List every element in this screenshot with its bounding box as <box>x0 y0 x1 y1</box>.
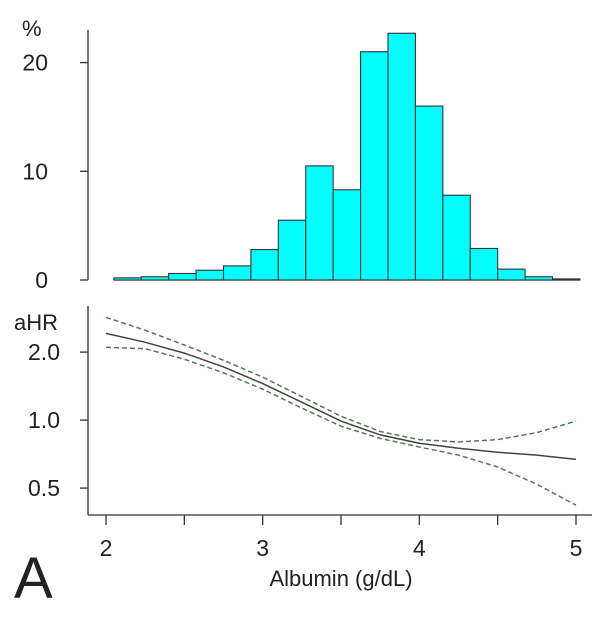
histogram-bar <box>387 32 416 281</box>
hr-confidence-bound-line <box>105 316 577 443</box>
hr-confidence-bound-line <box>105 346 577 506</box>
hr-y-tick-label: 0.5 <box>28 475 60 501</box>
hr-y-axis-label: aHR <box>14 310 58 335</box>
histogram-panel: 0 10 20% <box>22 16 581 293</box>
histogram-bar <box>305 165 334 281</box>
histogram-bar <box>497 268 526 281</box>
adjusted-hazard-ratio-panel: 0.5 1.0 2.0 aHR 2 3 4 5 Albumin (g/dL) <box>14 306 592 591</box>
panel-label: A <box>14 546 53 611</box>
histogram-bar <box>195 269 225 281</box>
histogram-bar <box>469 247 499 281</box>
hr-x-axis-label: Albumin (g/dL) <box>269 566 412 591</box>
histogram-bar <box>442 194 471 281</box>
histogram-bar <box>140 276 170 281</box>
hr-x-tick-label: 5 <box>570 535 583 561</box>
histogram-bar <box>168 272 197 281</box>
hr-estimate-line <box>105 332 577 461</box>
histogram-bar <box>360 51 389 281</box>
hr-y-tick-label: 2.0 <box>28 339 60 365</box>
hr-x-tick-label: 3 <box>256 535 269 561</box>
histogram-bar <box>551 278 581 281</box>
hr-x-tick-label: 2 <box>100 535 113 561</box>
histogram-bar <box>277 219 307 281</box>
hr-x-tick-label: 4 <box>413 535 426 561</box>
histogram-bar <box>524 276 554 281</box>
histogram-y-axis-label: % <box>22 16 42 41</box>
histogram-y-tick-label: 10 <box>22 158 48 184</box>
histogram-bar <box>222 265 252 281</box>
histogram-bar <box>332 189 362 281</box>
histogram-bar <box>113 277 142 281</box>
histogram-y-tick-label: 0 <box>35 267 48 293</box>
hr-y-tick-label: 1.0 <box>28 407 60 433</box>
histogram-y-tick-label: 20 <box>22 50 48 76</box>
histogram-bar <box>414 105 444 281</box>
histogram-bar <box>250 249 279 281</box>
